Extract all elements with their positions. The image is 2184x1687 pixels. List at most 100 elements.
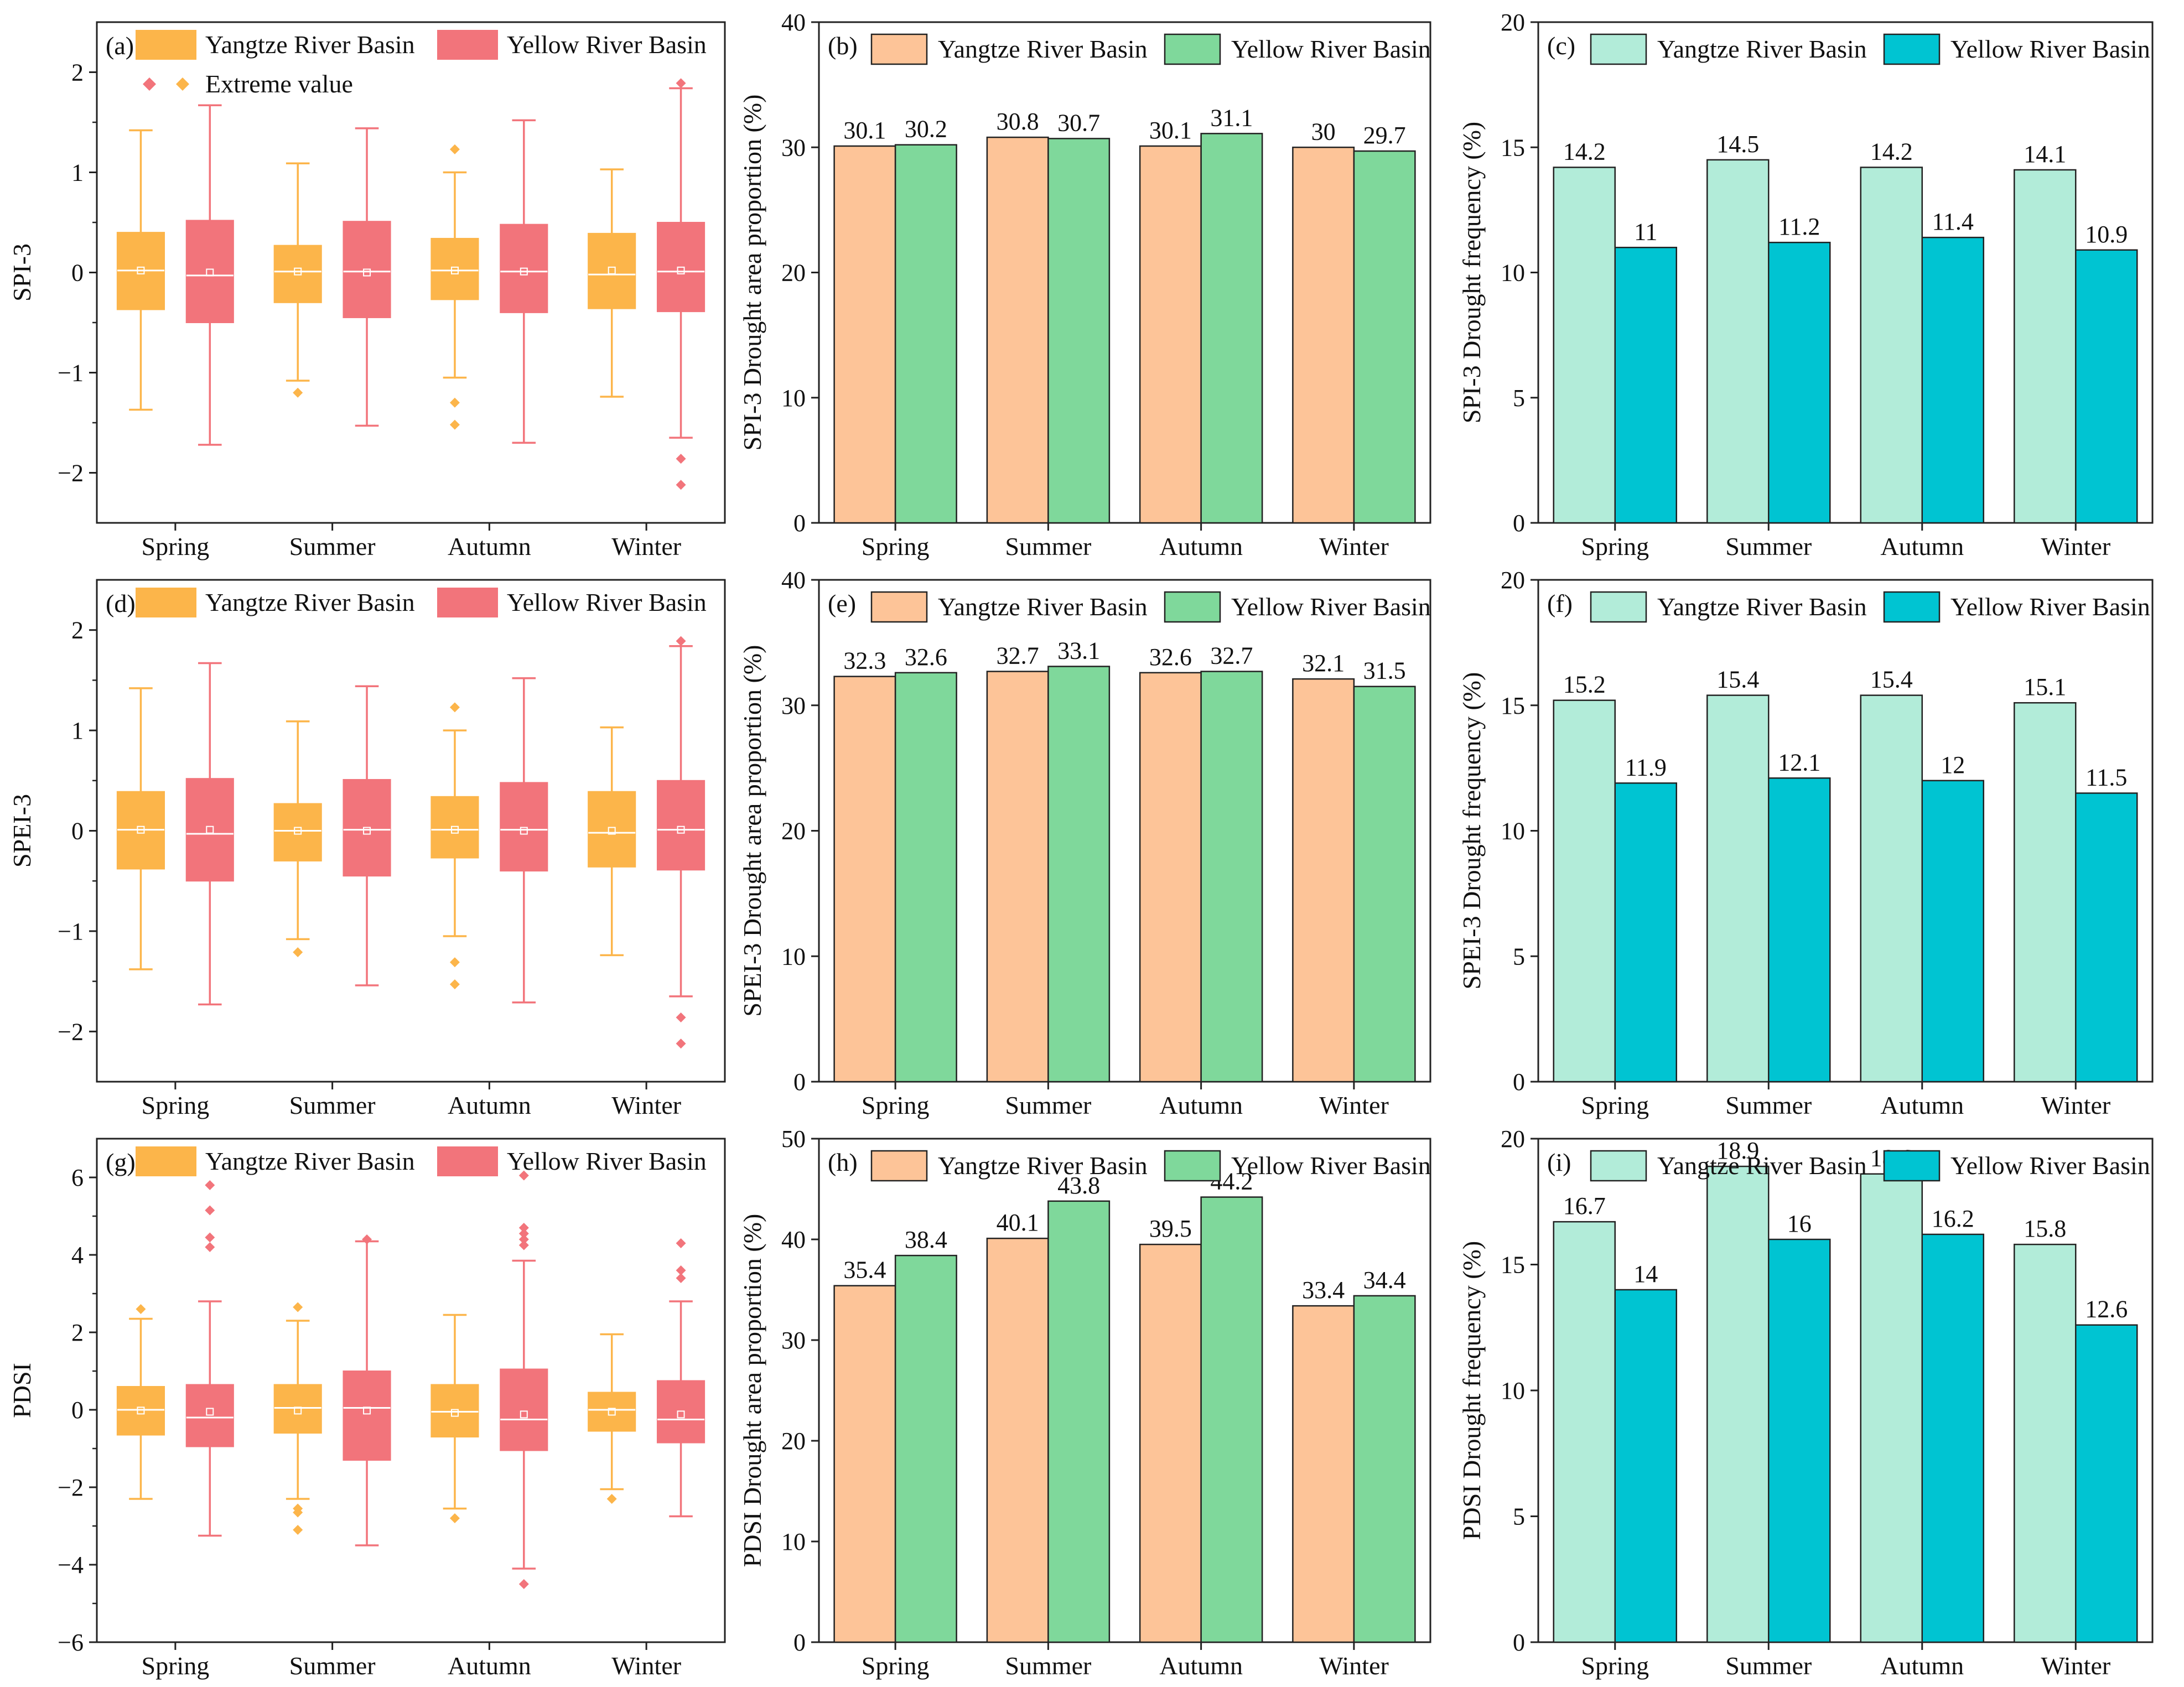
bar-yellow <box>1614 782 1677 1083</box>
bar-yangtze <box>1706 694 1770 1083</box>
legend-label-yellow: Yellow River Basin <box>1231 593 1431 621</box>
panel-label: (e) <box>828 589 856 617</box>
mean-marker <box>450 1409 459 1417</box>
y-tick-label: 10 <box>781 943 806 970</box>
bar-value-label: 14.2 <box>1870 138 1913 165</box>
panel-h: 0 10 20 30 40 50 Spring Summer Autumn Winter PDSI … <box>738 1125 1431 1680</box>
x-tick-label: Spring <box>142 532 210 560</box>
legend: Yangtze River Basin Yellow River Basin <box>870 591 1431 623</box>
mean-marker <box>206 826 214 834</box>
legend-swatch-yangtze <box>870 33 928 65</box>
box-iqr <box>430 796 479 859</box>
bar-value-label: 14.1 <box>2024 141 2066 168</box>
y-tick-label: 2 <box>71 617 84 644</box>
x-tick-label: Summer <box>289 1652 376 1680</box>
plot-frame <box>96 1138 726 1643</box>
bar-yangtze <box>833 145 896 524</box>
legend-label-yangtze: Yangtze River Basin <box>938 593 1148 621</box>
bar-value-label: 11.5 <box>2086 764 2127 791</box>
box-yellow <box>185 1180 234 1537</box>
bar-yellow <box>894 1254 957 1643</box>
y-tick-label: 40 <box>781 9 806 36</box>
bar-yangtze <box>1553 1221 1616 1643</box>
box-iqr <box>185 778 234 882</box>
y-axis-label: SPEI-3 Drought area proportion (%) <box>738 645 766 1017</box>
panel-label: (h) <box>828 1148 858 1176</box>
bar-value-label: 30 <box>1311 118 1336 145</box>
bar-yellow <box>1047 666 1111 1083</box>
bar-yellow <box>2075 1324 2138 1643</box>
outlier-point <box>205 1242 215 1252</box>
bar-value-label: 12.1 <box>1778 749 1820 776</box>
mean-marker <box>206 268 214 277</box>
box-iqr <box>185 220 234 323</box>
mean-marker <box>137 266 145 274</box>
legend-swatch-yangtze <box>1590 1150 1647 1182</box>
box-iqr <box>656 1380 705 1444</box>
legend-swatch-yellow <box>437 588 498 617</box>
bar-value-label: 16.7 <box>1563 1192 1606 1219</box>
bar-yangtze <box>1292 147 1355 524</box>
panel-label: (i) <box>1547 1148 1571 1176</box>
bar-value-label: 35.4 <box>843 1257 886 1284</box>
x-tick-label: Spring <box>1581 1091 1649 1119</box>
mean-marker <box>520 827 528 835</box>
bar-yellow <box>1768 241 1831 524</box>
legend: Yangtze River Basin Yellow River Basin Ext… <box>136 30 707 98</box>
bar-yellow <box>2075 792 2138 1083</box>
x-tick-label: Spring <box>1581 532 1649 560</box>
mean-marker <box>677 826 685 834</box>
y-tick-label: 10 <box>1501 259 1525 287</box>
legend-label-yellow: Yellow River Basin <box>1231 1151 1431 1180</box>
box-yellow <box>343 1234 391 1546</box>
bar-yellow <box>1200 1196 1263 1643</box>
legend-swatch-yangtze <box>870 1150 928 1182</box>
mean-marker <box>608 827 616 835</box>
legend-label-yellow: Yellow River Basin <box>1231 35 1431 63</box>
mean-marker <box>450 266 459 274</box>
legend-swatch-yangtze <box>136 30 196 60</box>
outlier-point <box>518 1228 529 1239</box>
bar-yellow <box>1200 133 1263 524</box>
mean-marker <box>294 1406 302 1415</box>
box-yangtze <box>116 1304 165 1500</box>
y-axis-label: PDSI Drought frequency (%) <box>1457 1241 1486 1540</box>
y-axis-label: SPI-3 Drought area proportion (%) <box>738 95 766 451</box>
bar-value-label: 11.2 <box>1778 213 1820 240</box>
outlier-point <box>293 387 303 398</box>
mean-marker <box>363 268 371 277</box>
y-tick-label: 10 <box>781 1528 806 1555</box>
bar-value-label: 43.8 <box>1057 1172 1100 1199</box>
outlier-point <box>676 78 686 89</box>
box-yangtze <box>116 687 165 970</box>
bar-value-label: 32.3 <box>843 647 886 674</box>
bar-yangtze <box>986 1237 1049 1643</box>
legend: Yangtze River Basin Yellow River Basin <box>1590 33 2150 65</box>
bar-value-label: 15.4 <box>1870 666 1913 693</box>
panel-i: 0 5 10 15 20 Spring Summer Autumn Winter PDSI Dro… <box>1457 1125 2154 1680</box>
y-tick-label: 5 <box>1513 943 1525 970</box>
legend-label-yellow: Yellow River Basin <box>1950 593 2150 621</box>
mean-marker <box>677 266 685 274</box>
legend-swatch-yellow <box>1883 33 1941 65</box>
outlier-point <box>518 1234 529 1244</box>
x-tick-label: Spring <box>1581 1652 1649 1680</box>
box-iqr <box>273 1384 322 1434</box>
y-tick-label: 30 <box>781 134 806 161</box>
bar-value-label: 16.2 <box>1932 1205 1974 1232</box>
y-tick-label: 2 <box>71 59 84 86</box>
x-tick-label: Autumn <box>1159 532 1243 560</box>
x-tick-label: Summer <box>1725 1652 1812 1680</box>
bar-yangtze <box>1292 1305 1355 1643</box>
bar-value-label: 10.9 <box>2085 221 2128 248</box>
legend-label-yangtze: Yangtze River Basin <box>205 30 415 59</box>
mean-marker <box>677 1410 685 1419</box>
bar-yellow <box>1047 138 1111 524</box>
outlier-point <box>676 1012 686 1022</box>
legend-swatch-yangtze <box>1590 591 1647 623</box>
y-tick-label: 5 <box>1513 385 1525 412</box>
x-tick-label: Autumn <box>1880 1652 1964 1680</box>
bar-value-label: 31.5 <box>1363 657 1406 684</box>
x-tick-label: Summer <box>1005 1652 1091 1680</box>
